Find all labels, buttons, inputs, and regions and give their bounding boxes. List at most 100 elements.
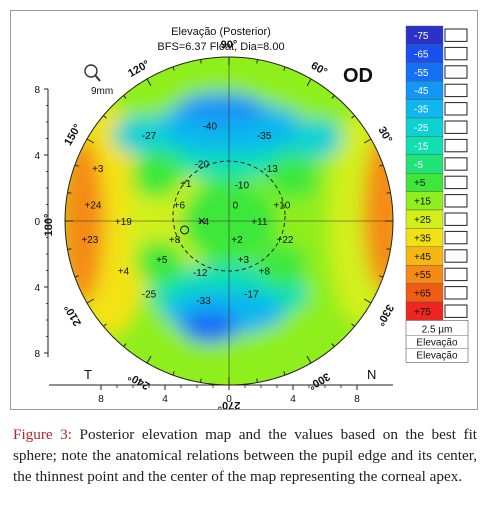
angle-label: 180° <box>43 214 55 237</box>
scale-bracket <box>444 138 468 153</box>
magnifier-icon[interactable] <box>84 64 101 82</box>
angle-label: 270° <box>218 399 241 409</box>
scale-label: -5 <box>414 160 423 171</box>
pupil-edge <box>172 160 286 272</box>
angle-tick <box>103 115 107 119</box>
scale-label: +5 <box>414 178 426 189</box>
y-tick-label: 8 <box>34 85 40 96</box>
scale-footer-label[interactable]: Elevação <box>416 337 458 348</box>
angle-tick <box>86 298 95 304</box>
x-tick-label: 0 <box>226 394 232 405</box>
elevation-value: +22 <box>277 235 294 246</box>
scale-label: +25 <box>414 215 431 226</box>
scale-footer-label[interactable]: Elevação <box>416 350 458 361</box>
elevation-value: +3 <box>238 255 250 266</box>
elevation-value: -17 <box>244 290 259 301</box>
angle-label: 210° <box>62 302 84 328</box>
angle-tick <box>123 95 127 99</box>
elevation-value: -27 <box>142 131 157 142</box>
angle-tick <box>67 248 72 250</box>
elevation-value: +5 <box>156 255 168 266</box>
y-tick-label: 4 <box>34 283 40 294</box>
thinnest-point-marker <box>198 217 206 225</box>
scale-swatch <box>405 154 444 174</box>
scale-label: +65 <box>414 289 431 300</box>
angle-tick <box>146 78 152 87</box>
angle-tick <box>351 323 355 327</box>
y-tick-label: 8 <box>34 349 40 360</box>
angle-tick <box>379 275 384 278</box>
scale-label: -25 <box>414 123 429 134</box>
y-tick-label: 0 <box>34 217 40 228</box>
y-tick-label: 4 <box>34 151 40 162</box>
angle-label: 60° <box>309 60 329 79</box>
angle-tick <box>200 378 202 383</box>
scale-label: -15 <box>414 141 429 152</box>
scale-label: -55 <box>414 68 429 79</box>
x-tick-label: 8 <box>354 394 360 405</box>
elevation-value: -12 <box>193 268 208 279</box>
angle-label: 90° <box>221 39 238 51</box>
scale-bracket <box>444 304 468 318</box>
scale-label: -65 <box>414 49 429 60</box>
nasal-label: N <box>367 367 376 382</box>
figure-caption: Figure 3: Posterior elevation map and th… <box>13 424 477 487</box>
x-tick-label: 4 <box>162 394 168 405</box>
angle-tick <box>283 371 286 376</box>
angle-label: 300° <box>306 370 332 392</box>
x-tick-label: 4 <box>290 394 296 405</box>
angle-tick <box>363 138 372 144</box>
angle-tick <box>74 275 79 278</box>
scale-bracket <box>444 46 468 61</box>
angle-tick <box>256 378 258 383</box>
scale-bracket <box>444 194 468 208</box>
elevation-value: +11 <box>251 217 268 228</box>
map-subtitle: BFS=6.37 Float, Dia=8.00 <box>157 41 284 53</box>
angle-tick <box>379 164 384 167</box>
eye-label: OD <box>343 65 373 87</box>
scale-label: +35 <box>414 233 431 244</box>
elevation-value: +24 <box>85 201 102 212</box>
angle-tick <box>331 343 335 347</box>
angle-tick <box>123 343 127 347</box>
zoom-label: 9mm <box>91 86 113 97</box>
elevation-value: +19 <box>115 217 132 228</box>
angle-label: 120° <box>126 58 152 80</box>
elevation-value: +10 <box>273 201 290 212</box>
elevation-value: -25 <box>142 290 157 301</box>
angle-tick <box>67 192 72 194</box>
angle-tick <box>200 59 202 64</box>
scale-label: -45 <box>414 86 429 97</box>
scale-step: 2.5 µm <box>422 324 453 335</box>
scale-label: +15 <box>414 197 431 208</box>
caption-label: Figure 3: <box>13 426 72 443</box>
angle-tick <box>351 115 355 119</box>
elevation-value: 0 <box>233 201 239 212</box>
angle-tick <box>172 371 175 376</box>
elevation-value: -40 <box>203 121 218 132</box>
scale-bracket <box>444 286 468 300</box>
elevation-value: +4 <box>118 267 130 278</box>
angle-tick <box>172 66 175 71</box>
elevation-value: -35 <box>257 131 272 142</box>
scale-label: -35 <box>414 105 429 116</box>
scale-label: -75 <box>414 31 429 42</box>
scale-label: +75 <box>414 307 431 318</box>
scale-bracket <box>444 212 468 226</box>
elevation-value: -20 <box>195 159 210 170</box>
elevation-map-figure: Elevação (Posterior) BFS=6.37 Float, Dia… <box>10 10 478 411</box>
elevation-value: +23 <box>81 235 98 246</box>
angle-tick <box>256 59 258 64</box>
angle-label: 240° <box>126 370 152 392</box>
angle-label: 150° <box>62 122 84 148</box>
pupil-center-marker <box>180 225 190 235</box>
elevation-value: -10 <box>235 181 250 192</box>
angle-tick <box>386 192 391 194</box>
caption-text: Posterior elevation map and the values b… <box>13 426 478 485</box>
scale-bracket <box>444 83 468 98</box>
elevation-value: -13 <box>263 164 278 175</box>
angle-tick <box>386 248 391 250</box>
angle-tick <box>306 78 312 87</box>
scale-bracket <box>444 175 468 190</box>
scale-bracket <box>444 267 468 282</box>
